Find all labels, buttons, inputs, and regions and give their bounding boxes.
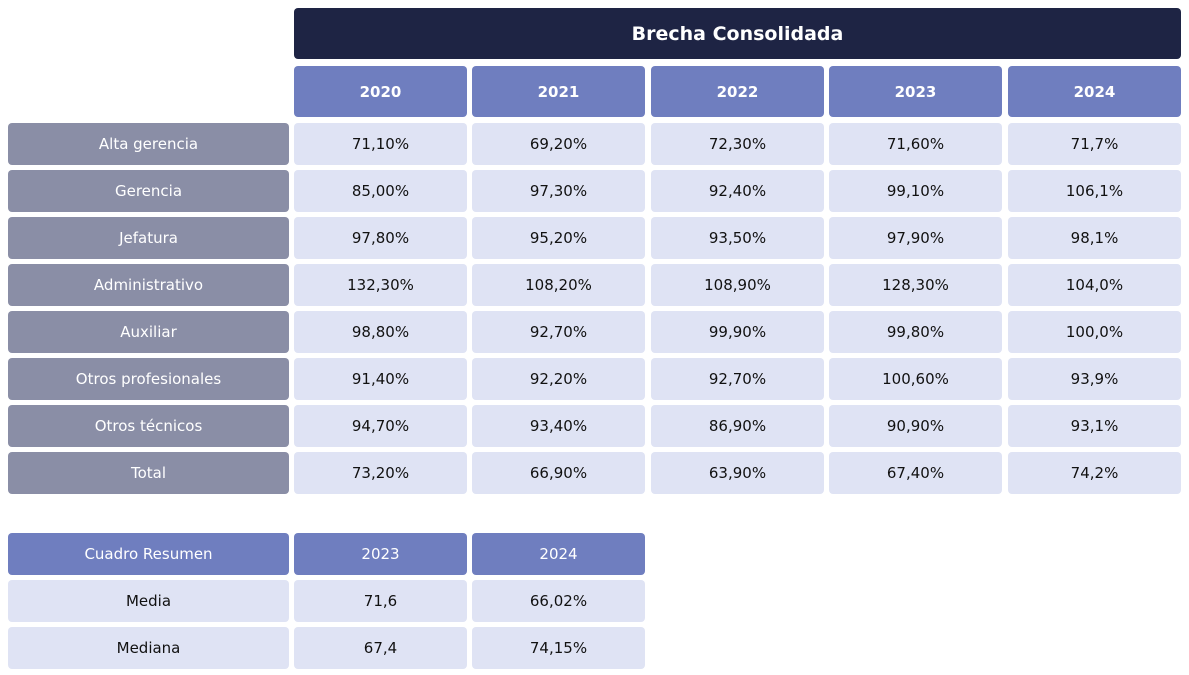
table-cell: 106,1%: [1008, 170, 1181, 212]
table-cell: 99,80%: [829, 311, 1002, 353]
table-cell: 85,00%: [294, 170, 467, 212]
table-cell: 97,90%: [829, 217, 1002, 259]
year-header-2020: 2020: [294, 66, 467, 117]
table-cell: 94,70%: [294, 405, 467, 447]
table-cell: 73,20%: [294, 452, 467, 494]
table-cell: 71,6: [294, 580, 467, 622]
table-cell: 97,80%: [294, 217, 467, 259]
table-cell: 63,90%: [651, 452, 824, 494]
row-label-alta-gerencia: Alta gerencia: [8, 123, 289, 165]
table-cell: 99,90%: [651, 311, 824, 353]
row-label-jefatura: Jefatura: [8, 217, 289, 259]
table-cell: 104,0%: [1008, 264, 1181, 306]
table-cell: 93,50%: [651, 217, 824, 259]
table-cell: 69,20%: [472, 123, 645, 165]
row-label-auxiliar: Auxiliar: [8, 311, 289, 353]
table-cell: 91,40%: [294, 358, 467, 400]
summary-year-header-2024: 2024: [472, 533, 645, 575]
year-header-2022: 2022: [651, 66, 824, 117]
table-cell: 99,10%: [829, 170, 1002, 212]
summary-row-label-media: Media: [8, 580, 289, 622]
summary-year-header-2023: 2023: [294, 533, 467, 575]
table-cell: 93,9%: [1008, 358, 1181, 400]
row-label-gerencia: Gerencia: [8, 170, 289, 212]
year-header-2024: 2024: [1008, 66, 1181, 117]
summary-header-label: Cuadro Resumen: [8, 533, 289, 575]
table-cell: 92,70%: [651, 358, 824, 400]
row-label-total: Total: [8, 452, 289, 494]
year-header-2021: 2021: [472, 66, 645, 117]
table-cell: 108,90%: [651, 264, 824, 306]
table-cell: 71,7%: [1008, 123, 1181, 165]
summary-row-label-mediana: Mediana: [8, 627, 289, 669]
table-cell: 90,90%: [829, 405, 1002, 447]
table-cell: 66,02%: [472, 580, 645, 622]
table-cell: 66,90%: [472, 452, 645, 494]
table-cell: 108,20%: [472, 264, 645, 306]
table-cell: 132,30%: [294, 264, 467, 306]
year-header-2023: 2023: [829, 66, 1002, 117]
table-cell: 100,0%: [1008, 311, 1181, 353]
table-cell: 98,1%: [1008, 217, 1181, 259]
table-cell: 67,40%: [829, 452, 1002, 494]
table-cell: 92,70%: [472, 311, 645, 353]
table-cell: 74,2%: [1008, 452, 1181, 494]
table-cell: 71,10%: [294, 123, 467, 165]
table-cell: 92,40%: [651, 170, 824, 212]
table-cell: 86,90%: [651, 405, 824, 447]
table-cell: 72,30%: [651, 123, 824, 165]
table-cell: 67,4: [294, 627, 467, 669]
table-cell: 93,1%: [1008, 405, 1181, 447]
table-cell: 95,20%: [472, 217, 645, 259]
table-cell: 97,30%: [472, 170, 645, 212]
table-cell: 98,80%: [294, 311, 467, 353]
row-label-otros-profesionales: Otros profesionales: [8, 358, 289, 400]
table-cell: 128,30%: [829, 264, 1002, 306]
table-cell: 100,60%: [829, 358, 1002, 400]
row-label-otros-tecnicos: Otros técnicos: [8, 405, 289, 447]
table-cell: 93,40%: [472, 405, 645, 447]
row-label-administrativo: Administrativo: [8, 264, 289, 306]
table-cell: 74,15%: [472, 627, 645, 669]
table-cell: 92,20%: [472, 358, 645, 400]
table-title: Brecha Consolidada: [294, 8, 1181, 59]
table-cell: 71,60%: [829, 123, 1002, 165]
